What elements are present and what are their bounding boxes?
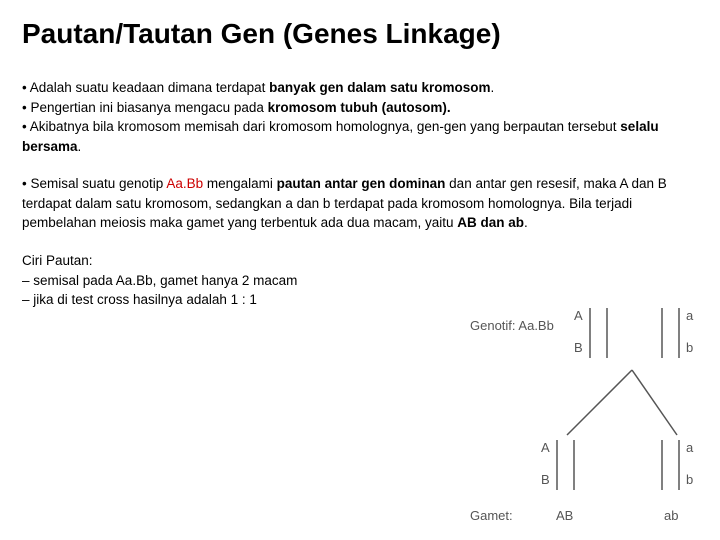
linkage-diagram: Genotif: Aa.Bb A B a b A B a b Gamet: AB… — [462, 300, 702, 530]
diagram-gamet-ab: ab — [664, 508, 678, 523]
diagram-allele-b-bot: b — [686, 472, 693, 487]
diagram-allele-B-bot: B — [541, 472, 550, 487]
ciri-head: Ciri Pautan: — [22, 251, 698, 271]
p1-b1-pre: • Adalah suatu keadaan dimana terdapat — [22, 80, 269, 95]
p1-b1-bold: banyak gen dalam satu kromosom — [269, 80, 490, 95]
diagram-allele-A-top: A — [574, 308, 583, 323]
p2-mid: mengalami — [203, 176, 277, 191]
p1-b2-bold: kromosom tubuh (autosom). — [268, 100, 451, 115]
p1-b2-pre: • Pengertian ini biasanya mengacu pada — [22, 100, 268, 115]
paragraph-1: • Adalah suatu keadaan dimana terdapat b… — [22, 78, 698, 156]
p2-bold2: AB dan ab — [457, 215, 524, 230]
diagram-allele-B-top: B — [574, 340, 583, 355]
p2-red: Aa.Bb — [166, 176, 203, 191]
diagram-branch-line — [567, 370, 632, 435]
p2-pre: • Semisal suatu genotip — [22, 176, 166, 191]
diagram-branch-line — [632, 370, 677, 435]
ciri-line-1: – semisal pada Aa.Bb, gamet hanya 2 maca… — [22, 271, 698, 291]
diagram-genotip-label: Genotif: Aa.Bb — [470, 318, 554, 333]
diagram-gamet-label: Gamet: — [470, 508, 513, 523]
diagram-allele-b-top: b — [686, 340, 693, 355]
p1-b3-post: . — [78, 139, 82, 154]
p1-b3-pre: • Akibatnya bila kromosom memisah dari k… — [22, 119, 620, 134]
p2-post: . — [524, 215, 528, 230]
paragraph-2: • Semisal suatu genotip Aa.Bb mengalami … — [22, 174, 698, 233]
p1-b1-post: . — [491, 80, 495, 95]
diagram-gamet-AB: AB — [556, 508, 573, 523]
page-title: Pautan/Tautan Gen (Genes Linkage) — [22, 18, 698, 50]
diagram-allele-a-top: a — [686, 308, 694, 323]
p2-bold1: pautan antar gen dominan — [277, 176, 446, 191]
diagram-allele-a-bot: a — [686, 440, 694, 455]
diagram-allele-A-bot: A — [541, 440, 550, 455]
